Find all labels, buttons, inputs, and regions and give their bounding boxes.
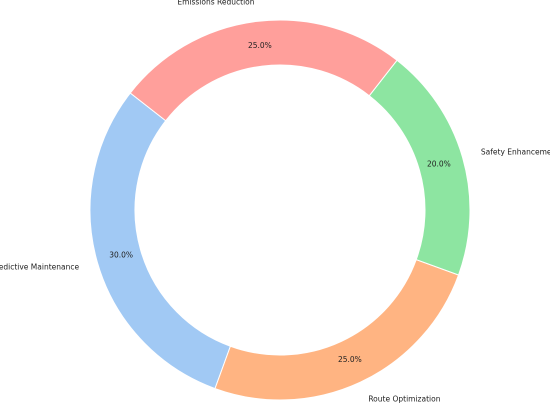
donut-slice bbox=[129, 19, 398, 122]
slice-label: Route Optimization bbox=[368, 394, 440, 403]
value-label: 20.0% bbox=[427, 159, 451, 168]
slice-label: Predictive Maintenance bbox=[0, 263, 79, 272]
donut-slice bbox=[89, 92, 232, 390]
slice-label: Safety Enhancement bbox=[481, 147, 550, 156]
slice-label: Emissions Reduction bbox=[177, 0, 254, 7]
value-label: 25.0% bbox=[338, 355, 362, 364]
value-label: 25.0% bbox=[248, 41, 272, 50]
donut-slice bbox=[214, 258, 460, 401]
value-label: 30.0% bbox=[109, 251, 133, 260]
donut-slice bbox=[368, 59, 471, 276]
